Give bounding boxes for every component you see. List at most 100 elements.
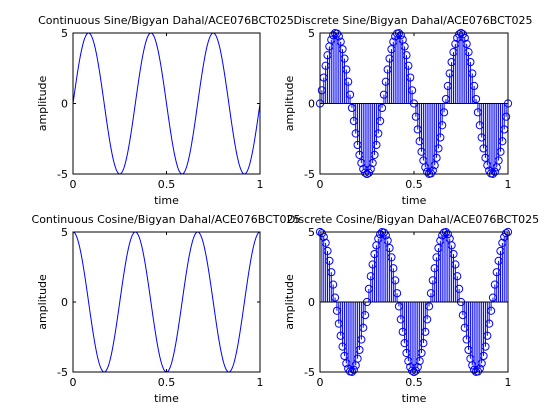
stem-marker — [385, 243, 394, 253]
stem-marker — [439, 108, 449, 117]
stem-marker — [421, 327, 430, 336]
stem-marker — [413, 362, 422, 372]
stem-marker — [366, 164, 375, 174]
y-tick-label: 5 — [61, 226, 68, 239]
stem-marker — [449, 249, 458, 259]
stem-marker — [470, 81, 479, 91]
stem-marker — [498, 137, 507, 146]
y-tick-label: -5 — [304, 168, 315, 181]
stem-marker — [340, 54, 349, 63]
stem-marker — [361, 311, 370, 320]
title-continuous-sine: Continuous Sine/Bigyan Dahal/ACE076BCT02… — [38, 14, 294, 27]
title-continuous-cosine: Continuous Cosine/Bigyan Dahal/ACE076BCT… — [32, 213, 301, 226]
stem-marker — [355, 345, 364, 355]
stem-marker — [490, 167, 499, 176]
series-line-continuous-sine — [72, 32, 261, 175]
stem-marker — [451, 260, 460, 269]
stem-marker — [430, 161, 439, 170]
y-tick-label: 5 — [61, 27, 68, 40]
stem-marker — [392, 289, 402, 298]
title-discrete-sine: Discrete Sine/Bigyan Dahal/ACE076BCT025 — [293, 14, 532, 27]
y-tick-label: 5 — [308, 226, 315, 239]
stem-marker — [377, 103, 387, 113]
stem-marker — [471, 94, 481, 104]
stem-marker — [357, 335, 366, 344]
x-axis-label-discrete-cosine: time — [402, 392, 427, 405]
stem-marker — [342, 65, 351, 74]
stem-marker — [391, 276, 400, 285]
y-axis-label-discrete-cosine: amplitude — [283, 274, 296, 330]
stem-marker — [502, 112, 511, 121]
stem-marker — [477, 359, 486, 368]
y-tick-label: 0 — [308, 296, 315, 309]
y-tick-label: 0 — [308, 98, 315, 111]
stem-marker — [447, 241, 456, 250]
stem-marker — [336, 37, 345, 46]
x-axis-label-continuous-cosine: time — [154, 392, 179, 405]
x-tick-label: 0 — [70, 178, 77, 191]
stem-marker — [389, 264, 398, 273]
stem-marker — [338, 45, 347, 54]
plot-area-continuous-cosine — [73, 232, 260, 372]
stem-marker — [406, 73, 415, 82]
y-tick-label: 0 — [61, 98, 68, 111]
y-tick-label: 0 — [61, 296, 68, 309]
x-tick-label: 0.5 — [405, 178, 423, 191]
stem-marker — [464, 48, 473, 57]
x-tick-label: 1 — [257, 178, 264, 191]
stem-marker — [345, 90, 355, 99]
stem-marker — [325, 256, 334, 265]
x-tick-label: 1 — [505, 178, 512, 191]
stem-marker — [376, 116, 385, 126]
stem-marker — [374, 129, 383, 138]
stem-marker — [502, 229, 511, 238]
stem-marker — [468, 69, 477, 78]
stem-marker — [372, 140, 381, 150]
stem-marker — [419, 339, 428, 348]
x-axis-label-continuous-sine: time — [154, 194, 179, 207]
stem-marker — [415, 357, 424, 366]
stem-marker — [323, 246, 332, 256]
stem-marker — [453, 272, 462, 281]
stem-marker — [436, 133, 445, 142]
stem-marker — [396, 31, 405, 40]
y-tick-label: -5 — [304, 366, 315, 379]
x-tick-label: 1 — [505, 376, 512, 389]
x-axis-label-discrete-sine: time — [402, 194, 427, 207]
stem-marker — [321, 238, 330, 247]
stem-marker — [486, 306, 496, 315]
stem-marker — [424, 302, 434, 311]
stem-marker — [485, 319, 494, 328]
stem-marker — [408, 86, 417, 95]
stem-marker — [438, 121, 447, 130]
stem-marker — [496, 147, 505, 156]
y-axis-label-continuous-sine: amplitude — [36, 75, 49, 131]
stem-marker — [423, 315, 432, 324]
stem-marker — [483, 331, 492, 340]
stem-marker — [344, 77, 353, 86]
stem-marker — [481, 342, 490, 351]
stem-marker — [387, 253, 396, 262]
title-discrete-cosine: Discrete Cosine/Bigyan Dahal/ACE076BCT02… — [287, 213, 539, 226]
stem-marker — [368, 158, 377, 168]
x-tick-label: 0 — [317, 178, 324, 191]
stem-marker — [383, 236, 392, 245]
y-axis-label-discrete-sine: amplitude — [283, 75, 296, 131]
x-tick-label: 0 — [317, 376, 324, 389]
stem-marker — [349, 365, 358, 374]
stem-marker — [494, 156, 503, 165]
y-axis-label-continuous-cosine: amplitude — [36, 274, 49, 330]
y-tick-label: -5 — [57, 168, 68, 181]
stem-marker — [400, 42, 409, 51]
stem-marker — [370, 150, 379, 159]
x-tick-label: 0.5 — [158, 178, 176, 191]
x-tick-label: 1 — [257, 376, 264, 389]
stem-marker — [432, 153, 441, 162]
stem-marker — [402, 51, 411, 60]
